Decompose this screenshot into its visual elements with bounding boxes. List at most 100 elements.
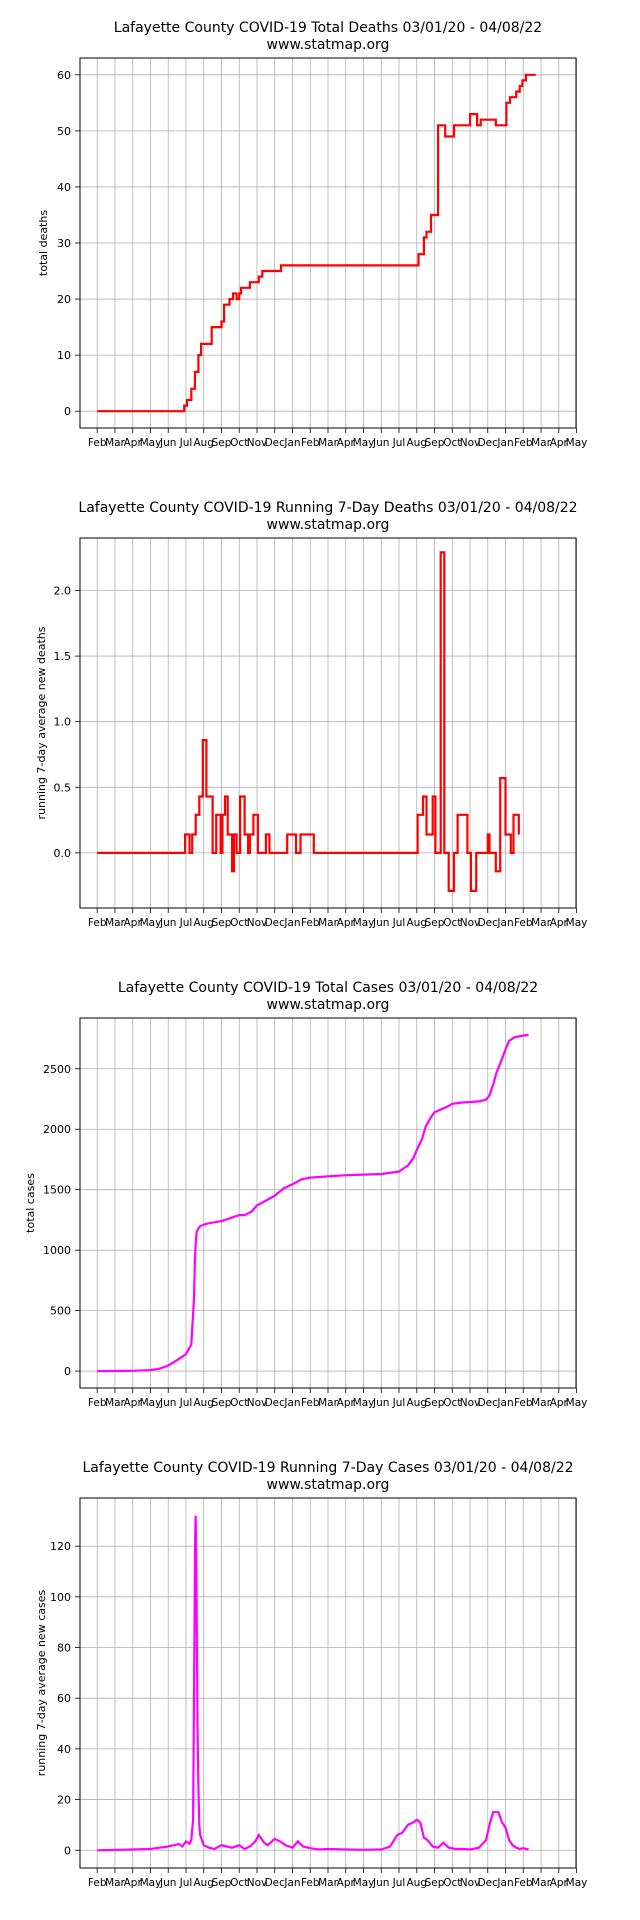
y-tick-label: 50: [57, 125, 71, 138]
x-tick-label: Apr: [550, 1397, 569, 1409]
x-tick-label: Nov: [460, 917, 481, 929]
x-tick-label: Feb: [514, 1397, 533, 1409]
x-tick-label: Feb: [514, 437, 533, 449]
x-tick-label: Aug: [407, 437, 428, 449]
chart-subtitle: www.statmap.org: [267, 517, 390, 533]
x-tick-label: May: [353, 437, 375, 449]
x-tick-label: Jul: [179, 1397, 193, 1409]
x-tick-label: Feb: [301, 1877, 320, 1889]
x-tick-label: May: [140, 917, 162, 929]
x-tick-label: May: [140, 1397, 162, 1409]
x-tick-label: Feb: [301, 917, 320, 929]
x-tick-label: Jul: [179, 1877, 193, 1889]
chart-1: Lafayette County COVID-19 Total Deaths 0…: [37, 20, 587, 449]
x-tick-label: Mar: [318, 917, 338, 929]
x-tick-label: Aug: [407, 917, 428, 929]
x-tick-label: Apr: [124, 1877, 143, 1889]
x-tick-label: Nov: [247, 917, 268, 929]
y-tick-label: 120: [50, 1540, 71, 1553]
series-line: [97, 73, 536, 413]
x-tick-label: Mar: [105, 1877, 125, 1889]
x-tick-label: Dec: [265, 1877, 286, 1889]
x-tick-label: Feb: [301, 437, 320, 449]
x-tick-label: Jul: [179, 437, 193, 449]
x-tick-label: Mar: [105, 1397, 125, 1409]
y-axis-label: total deaths: [37, 210, 50, 276]
x-tick-label: May: [353, 1397, 375, 1409]
x-tick-label: May: [566, 437, 588, 449]
x-tick-label: Dec: [478, 1397, 499, 1409]
x-tick-label: Jan: [283, 437, 300, 449]
x-tick-label: Dec: [478, 917, 499, 929]
x-tick-label: Oct: [443, 1397, 461, 1409]
chart-subtitle: www.statmap.org: [267, 37, 390, 53]
y-axis-label: running 7-day average new deaths: [35, 626, 48, 819]
x-tick-label: Apr: [124, 917, 143, 929]
x-tick-label: Aug: [193, 917, 214, 929]
x-tick-label: May: [140, 437, 162, 449]
y-axis-label: running 7-day average new cases: [35, 1590, 48, 1777]
y-axis-label: total cases: [24, 1173, 37, 1233]
x-tick-label: May: [140, 1877, 162, 1889]
x-tick-label: Jan: [496, 437, 513, 449]
series-line: [97, 1033, 529, 1373]
chart-subtitle: www.statmap.org: [267, 1477, 390, 1493]
x-tick-label: Mar: [105, 437, 125, 449]
x-tick-label: Feb: [301, 1397, 320, 1409]
x-tick-label: Jan: [496, 1397, 513, 1409]
x-tick-label: Oct: [230, 1397, 248, 1409]
chart-4: Lafayette County COVID-19 Running 7-Day …: [35, 1460, 587, 1889]
y-tick-label: 0: [64, 1844, 71, 1857]
x-tick-label: May: [353, 917, 375, 929]
x-tick-label: Feb: [88, 1397, 107, 1409]
x-tick-label: Jun: [372, 437, 389, 449]
x-tick-label: Jun: [159, 437, 176, 449]
x-tick-label: Oct: [443, 917, 461, 929]
x-tick-label: Jan: [496, 917, 513, 929]
x-tick-label: Apr: [337, 1877, 356, 1889]
x-tick-label: Dec: [478, 1877, 499, 1889]
x-tick-label: May: [566, 917, 588, 929]
y-tick-label: 1500: [43, 1184, 71, 1197]
x-tick-label: Nov: [247, 437, 268, 449]
y-tick-label: 10: [57, 349, 71, 362]
x-tick-label: Jun: [372, 1397, 389, 1409]
x-tick-label: May: [566, 1877, 588, 1889]
chart-title: Lafayette County COVID-19 Running 7-Day …: [82, 1460, 573, 1476]
x-tick-label: Apr: [550, 917, 569, 929]
x-tick-label: Feb: [88, 917, 107, 929]
y-tick-label: 500: [50, 1305, 71, 1318]
y-tick-label: 100: [50, 1591, 71, 1604]
x-tick-label: Sep: [425, 437, 445, 449]
chart-subtitle: www.statmap.org: [267, 997, 390, 1013]
y-tick-label: 1.5: [54, 650, 72, 663]
x-tick-label: Mar: [318, 1397, 338, 1409]
x-tick-label: Apr: [550, 437, 569, 449]
y-tick-label: 2500: [43, 1063, 71, 1076]
x-tick-label: May: [353, 1877, 375, 1889]
x-tick-label: Aug: [407, 1397, 428, 1409]
x-tick-label: Jul: [392, 437, 406, 449]
x-tick-label: Mar: [318, 1877, 338, 1889]
x-tick-label: Mar: [105, 917, 125, 929]
y-tick-label: 30: [57, 237, 71, 250]
x-tick-label: Nov: [247, 1877, 268, 1889]
chart-title: Lafayette County COVID-19 Running 7-Day …: [78, 500, 577, 516]
x-tick-label: Mar: [318, 437, 338, 449]
x-tick-label: Feb: [88, 437, 107, 449]
x-tick-label: Dec: [478, 437, 499, 449]
x-tick-label: Oct: [230, 437, 248, 449]
x-tick-label: Jun: [159, 1877, 176, 1889]
x-tick-label: Jan: [283, 917, 300, 929]
x-tick-label: Aug: [193, 1877, 214, 1889]
x-tick-label: Sep: [212, 917, 232, 929]
x-tick-label: Aug: [193, 437, 214, 449]
x-tick-label: Sep: [425, 917, 445, 929]
y-tick-label: 1.0: [54, 716, 72, 729]
x-tick-label: Mar: [531, 1397, 551, 1409]
x-tick-label: Jul: [392, 1397, 406, 1409]
x-tick-label: Sep: [212, 1397, 232, 1409]
x-tick-label: Feb: [514, 917, 533, 929]
x-tick-label: Jun: [372, 1877, 389, 1889]
